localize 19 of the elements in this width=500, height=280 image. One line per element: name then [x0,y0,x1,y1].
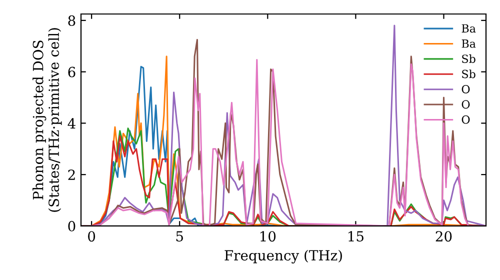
legend-label: Ba [462,40,476,48]
legend-label: Ba [462,24,476,33]
y-tick-label: 8 [68,15,76,26]
legend-label: Sb [462,70,476,78]
x-tick-label: 0 [88,231,96,242]
legend-label: Sb [462,54,476,63]
y-tick-label: 2 [68,170,75,180]
y-tick-label: 0 [68,220,76,232]
legend-label: O [462,100,470,109]
x-axis-title: Frequency (THz) [224,250,342,264]
y-tick-label: 4 [68,118,76,128]
x-tick-label: 5 [176,231,183,242]
x-tick-label: 20 [436,231,452,242]
legend-label: O [462,115,470,124]
x-tick-label: 15 [348,231,364,242]
y-axis-title: Phonon projected DOS (States/THz·primitive cell) [32,28,62,212]
x-tick-label: 10 [260,231,276,242]
legend-label: O [462,84,470,94]
y-tick-label: 6 [68,66,76,78]
